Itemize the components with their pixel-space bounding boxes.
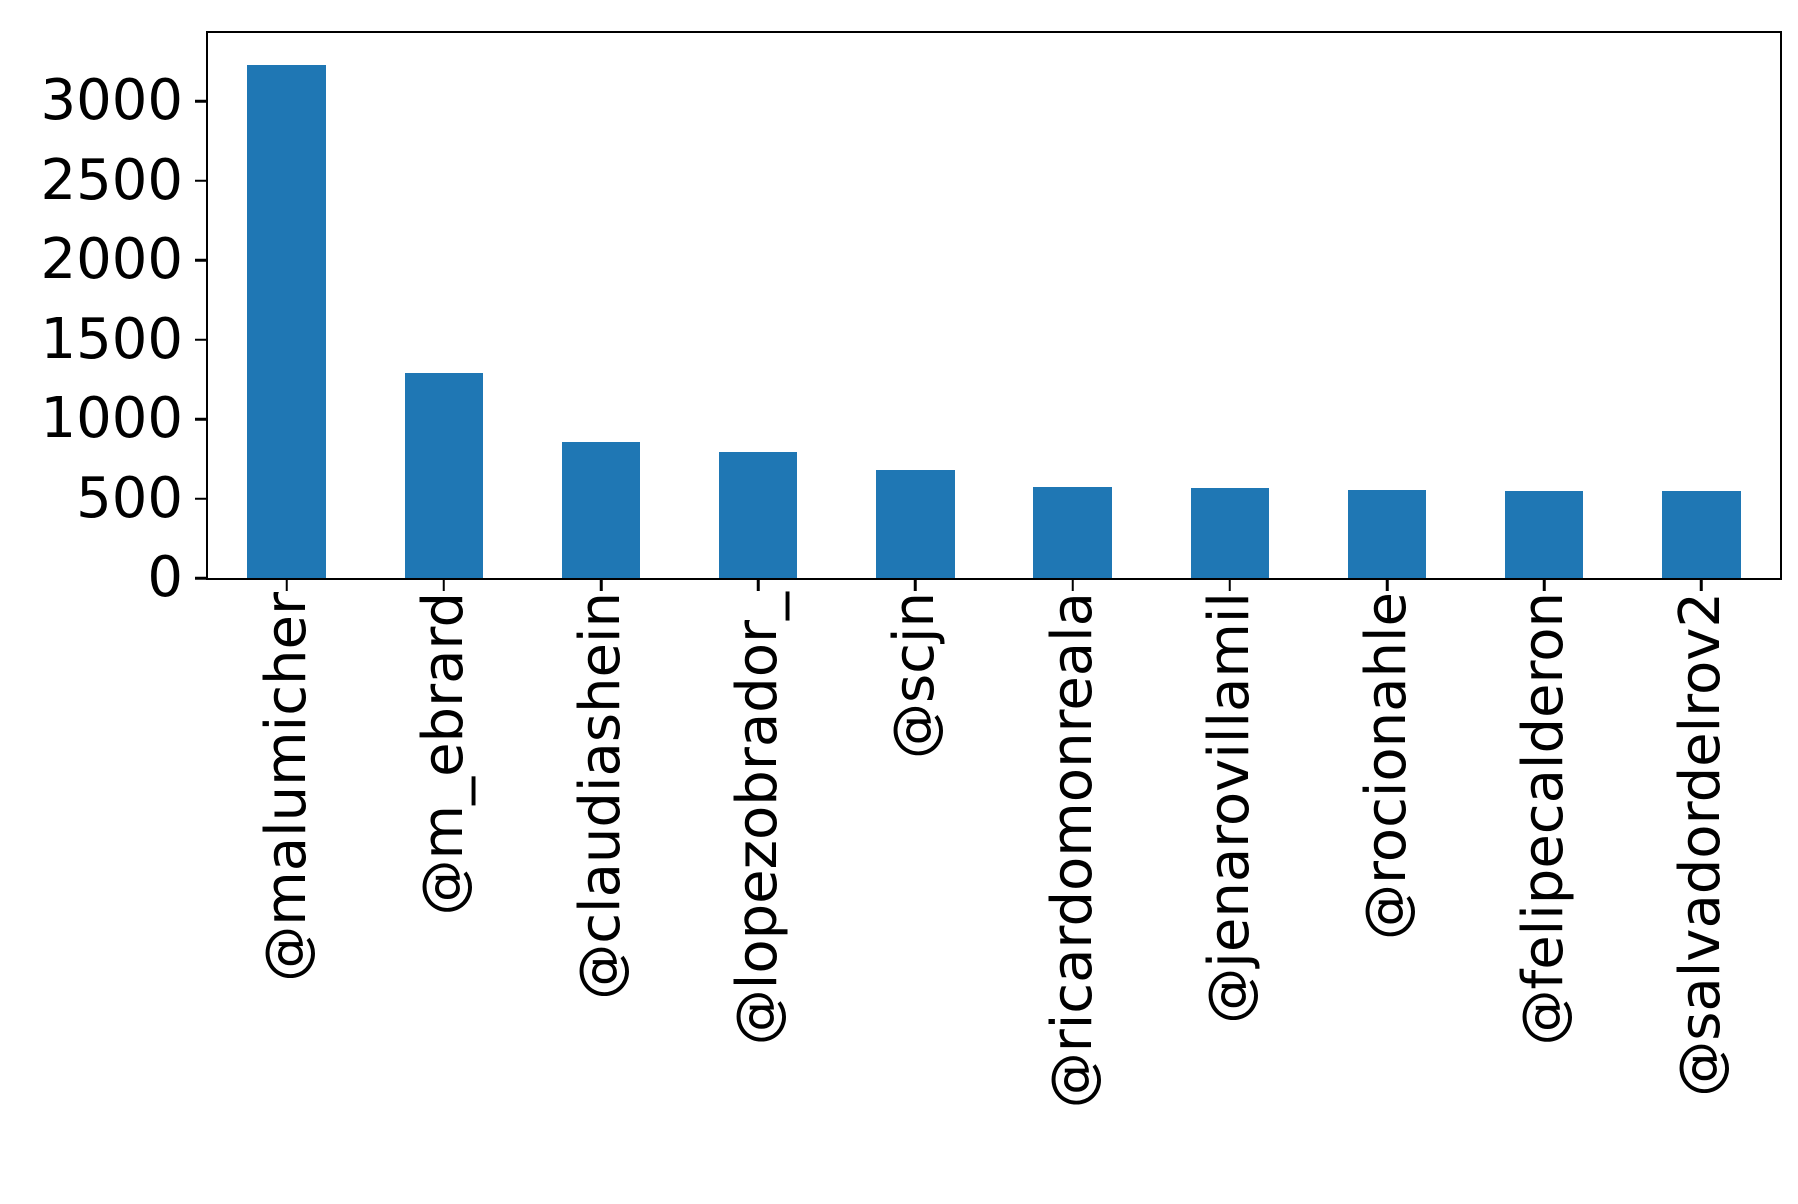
y-tick-mark bbox=[195, 179, 206, 183]
y-tick-label: 500 bbox=[76, 465, 183, 531]
y-tick-mark bbox=[195, 100, 206, 103]
x-tick-mark bbox=[914, 580, 917, 591]
x-category-label: @scjn bbox=[882, 592, 948, 760]
x-category-label: @lopezobrador_ bbox=[724, 592, 790, 1046]
y-tick-mark bbox=[195, 417, 206, 421]
y-tick-mark bbox=[195, 497, 206, 500]
plot-area: 0 500 1000 1500 2000 2500 3000 @malumicher @m_eb… bbox=[40, 31, 1782, 1108]
y-tick-label: 2000 bbox=[40, 227, 183, 293]
x-category-label: @ricardomonreala bbox=[1039, 592, 1105, 1109]
x-category-label: @malumicher bbox=[253, 592, 319, 982]
x-tick-mark bbox=[1542, 580, 1546, 591]
y-tick-mark bbox=[195, 258, 206, 262]
bar-@malumicher bbox=[247, 64, 326, 578]
y-tick-label: 2500 bbox=[40, 147, 183, 213]
x-category-label: @claudiashein bbox=[567, 592, 633, 1000]
bar-@claudiashein bbox=[561, 442, 641, 578]
x-tick-mark bbox=[599, 580, 603, 591]
y-tick-mark bbox=[195, 338, 206, 341]
x-category-label: @m_ebrard bbox=[410, 592, 476, 916]
bar-@felipecalderon bbox=[1504, 490, 1584, 578]
y-tick-label: 0 bbox=[147, 545, 183, 610]
y-tick-label: 1000 bbox=[40, 386, 183, 452]
x-tick-mark bbox=[1071, 580, 1074, 591]
x-tick-mark bbox=[1385, 580, 1389, 591]
y-tick-label: 3000 bbox=[40, 68, 183, 134]
bar-@scjn bbox=[876, 469, 955, 578]
bar-@ricardomonreala bbox=[1033, 487, 1112, 578]
bar-@lopezobrador_ bbox=[718, 452, 798, 578]
y-tick-label: 1500 bbox=[40, 306, 183, 372]
x-category-label: @salvadordelrov2 bbox=[1668, 592, 1734, 1097]
bar-@salvadordelrov2 bbox=[1662, 491, 1741, 578]
bar-@rocionahle bbox=[1347, 489, 1427, 578]
bar-@m_ebrard bbox=[404, 373, 484, 578]
x-tick-mark bbox=[442, 580, 446, 591]
x-category-label: @jenarovillamil bbox=[1196, 592, 1262, 1024]
x-tick-mark bbox=[1700, 580, 1703, 591]
x-tick-mark bbox=[756, 580, 760, 591]
x-category-label: @felipecalderon bbox=[1510, 592, 1576, 1046]
x-tick-mark bbox=[285, 580, 288, 591]
x-category-label: @rocionahle bbox=[1353, 592, 1419, 940]
bar-@jenarovillamil bbox=[1190, 488, 1270, 578]
y-tick-mark bbox=[195, 576, 206, 580]
x-tick-mark bbox=[1228, 580, 1232, 591]
